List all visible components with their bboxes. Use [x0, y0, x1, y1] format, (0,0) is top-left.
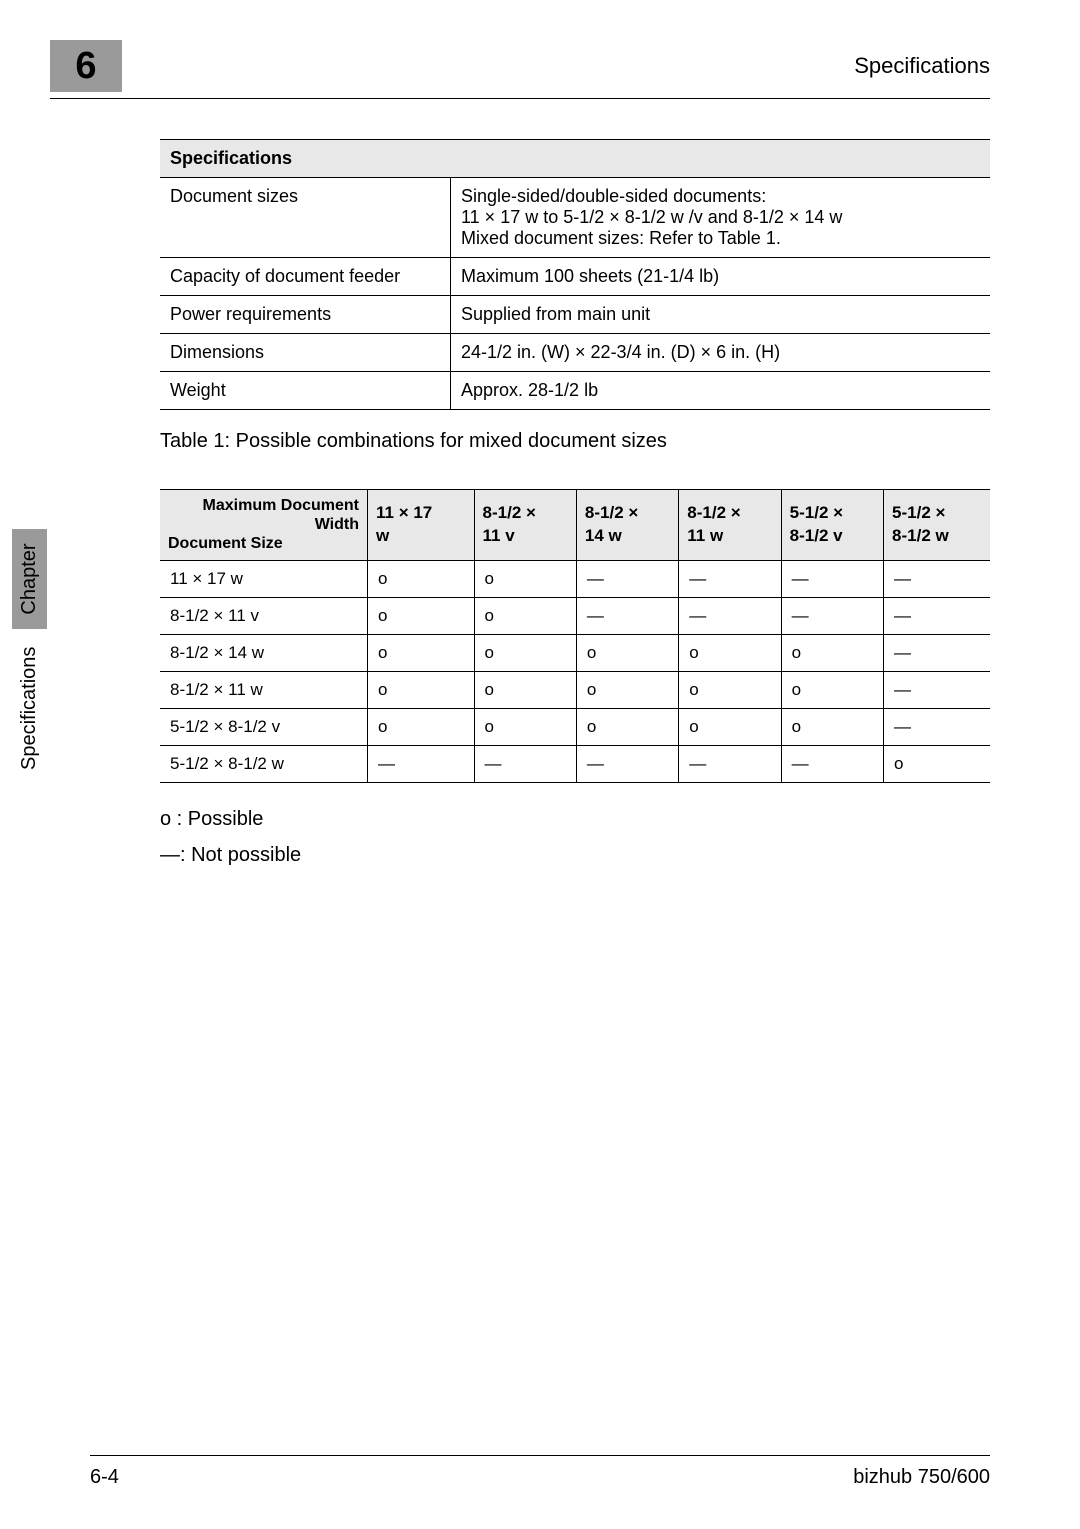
spec-row: WeightApprox. 28-1/2 lb: [160, 372, 990, 410]
matrix-col-header: 8-1/2 × 11 w: [679, 490, 781, 561]
matrix-cell: o: [679, 708, 781, 745]
matrix-cell: —: [884, 597, 990, 634]
matrix-cell: o: [884, 745, 990, 782]
spec-value: Approx. 28-1/2 lb: [451, 372, 991, 410]
matrix-row: 8-1/2 × 11 voo————: [160, 597, 990, 634]
spec-label: Weight: [160, 372, 451, 410]
matrix-cell: o: [474, 560, 576, 597]
matrix-cell: o: [368, 671, 475, 708]
matrix-cell: —: [368, 745, 475, 782]
matrix-table: Maximum Document WidthDocument Size11 × …: [160, 489, 990, 783]
matrix-row: 11 × 17 woo————: [160, 560, 990, 597]
matrix-cell: o: [781, 634, 883, 671]
matrix-row-label: 8-1/2 × 14 w: [160, 634, 368, 671]
matrix-col-header: 5-1/2 × 8-1/2 v: [781, 490, 883, 561]
matrix-row: 5-1/2 × 8-1/2 vooooo—: [160, 708, 990, 745]
matrix-row-label: 8-1/2 × 11 w: [160, 671, 368, 708]
matrix-col-header: 8-1/2 × 11 v: [474, 490, 576, 561]
legend-not-possible: —: Not possible: [160, 837, 990, 873]
matrix-cell: —: [884, 708, 990, 745]
page-header: 6 Specifications: [50, 40, 990, 99]
matrix-cell: —: [576, 560, 678, 597]
matrix-row: 8-1/2 × 14 wooooo—: [160, 634, 990, 671]
matrix-cell: —: [679, 597, 781, 634]
spec-value: 24-1/2 in. (W) × 22-3/4 in. (D) × 6 in. …: [451, 334, 991, 372]
header-title: Specifications: [854, 53, 990, 79]
spec-label: Power requirements: [160, 296, 451, 334]
side-tab-section: Specifications: [18, 647, 41, 770]
legend: o : Possible —: Not possible: [160, 801, 990, 873]
matrix-cell: —: [576, 597, 678, 634]
matrix-cell: o: [781, 671, 883, 708]
matrix-cell: —: [679, 745, 781, 782]
spec-label: Capacity of document feeder: [160, 258, 451, 296]
matrix-cell: —: [884, 671, 990, 708]
spec-value: Single-sided/double-sided documents: 11 …: [451, 178, 991, 258]
matrix-cell: —: [884, 634, 990, 671]
matrix-cell: o: [679, 634, 781, 671]
footer-model: bizhub 750/600: [853, 1466, 990, 1489]
matrix-row-label: 5-1/2 × 8-1/2 v: [160, 708, 368, 745]
matrix-caption: Table 1: Possible combinations for mixed…: [160, 430, 990, 453]
matrix-row: 5-1/2 × 8-1/2 w—————o: [160, 745, 990, 782]
matrix-row: 8-1/2 × 11 wooooo—: [160, 671, 990, 708]
matrix-cell: o: [781, 708, 883, 745]
matrix-col-header: 11 × 17 w: [368, 490, 475, 561]
matrix-cell: —: [781, 560, 883, 597]
matrix-cell: o: [368, 560, 475, 597]
matrix-cell: —: [679, 560, 781, 597]
matrix-cell: —: [884, 560, 990, 597]
matrix-col-header: 8-1/2 × 14 w: [576, 490, 678, 561]
page-footer: 6-4 bizhub 750/600: [90, 1455, 990, 1489]
matrix-cell: o: [576, 671, 678, 708]
specifications-table: Specifications Document sizesSingle-side…: [160, 139, 990, 410]
matrix-cell: o: [576, 708, 678, 745]
spec-value: Maximum 100 sheets (21-1/4 lb): [451, 258, 991, 296]
spec-row: Capacity of document feederMaximum 100 s…: [160, 258, 990, 296]
matrix-cell: o: [474, 634, 576, 671]
matrix-row-label: 5-1/2 × 8-1/2 w: [160, 745, 368, 782]
matrix-row-label: 11 × 17 w: [160, 560, 368, 597]
side-tab: Specifications Chapter: [12, 529, 47, 770]
matrix-cell: o: [474, 671, 576, 708]
matrix-row-label: 8-1/2 × 11 v: [160, 597, 368, 634]
matrix-col-header: 5-1/2 × 8-1/2 w: [884, 490, 990, 561]
spec-row: Power requirementsSupplied from main uni…: [160, 296, 990, 334]
chapter-number-badge: 6: [50, 40, 122, 92]
footer-page-number: 6-4: [90, 1466, 119, 1489]
matrix-cell: o: [368, 634, 475, 671]
matrix-cell: —: [781, 745, 883, 782]
matrix-cell: —: [474, 745, 576, 782]
spec-value: Supplied from main unit: [451, 296, 991, 334]
matrix-cell: o: [474, 708, 576, 745]
matrix-cell: o: [368, 708, 475, 745]
spec-table-header: Specifications: [160, 140, 990, 178]
matrix-cell: o: [679, 671, 781, 708]
matrix-corner: Maximum Document WidthDocument Size: [160, 490, 368, 561]
spec-row: Dimensions24-1/2 in. (W) × 22-3/4 in. (D…: [160, 334, 990, 372]
side-tab-chapter: Chapter: [12, 529, 47, 628]
spec-row: Document sizesSingle-sided/double-sided …: [160, 178, 990, 258]
spec-label: Dimensions: [160, 334, 451, 372]
matrix-cell: —: [781, 597, 883, 634]
spec-label: Document sizes: [160, 178, 451, 258]
matrix-cell: o: [576, 634, 678, 671]
legend-possible: o : Possible: [160, 801, 990, 837]
matrix-cell: o: [368, 597, 475, 634]
matrix-cell: o: [474, 597, 576, 634]
matrix-cell: —: [576, 745, 678, 782]
